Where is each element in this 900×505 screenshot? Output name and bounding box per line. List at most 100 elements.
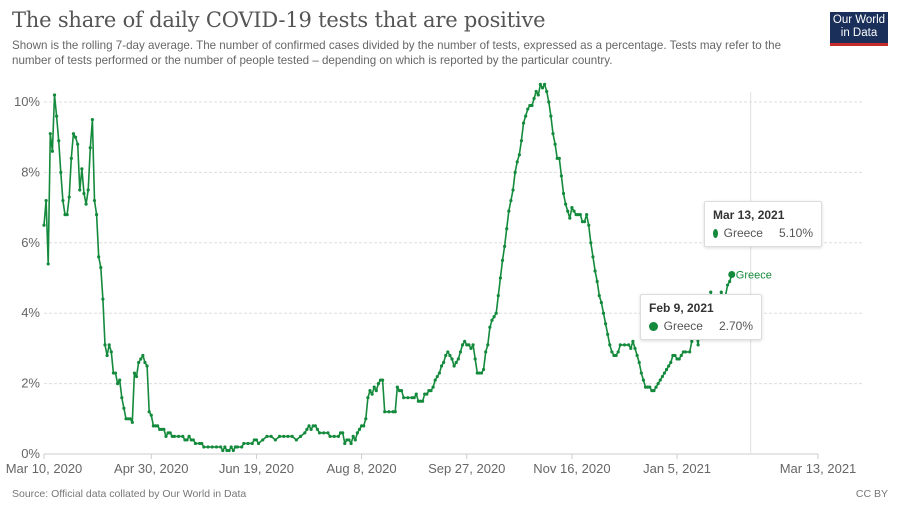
data-point (469, 346, 473, 350)
data-point (155, 424, 160, 428)
data-point (433, 378, 437, 382)
data-point (540, 86, 545, 90)
data-point (202, 445, 206, 449)
data-point (446, 350, 450, 354)
data-point (547, 100, 551, 104)
data-point (44, 198, 48, 203)
data-point (395, 385, 399, 389)
data-point (614, 353, 618, 358)
data-point (328, 434, 332, 438)
data-point (589, 241, 593, 245)
series-dot-icon (649, 321, 658, 331)
data-point (561, 191, 566, 196)
data-point (366, 396, 370, 400)
data-point (317, 431, 322, 435)
data-point (277, 434, 282, 438)
data-point (242, 441, 246, 446)
source-note[interactable]: Source: Official data collated by Our Wo… (12, 488, 247, 500)
data-point (494, 311, 498, 315)
series-dot-icon (713, 228, 718, 238)
data-point (305, 427, 309, 431)
data-point (511, 188, 515, 192)
data-point (444, 353, 448, 358)
y-tick-label: 6% (21, 235, 40, 250)
data-point (631, 339, 635, 343)
data-point (256, 441, 261, 446)
data-point (134, 374, 139, 379)
data-point (719, 290, 723, 294)
data-point (479, 371, 484, 375)
data-point (181, 434, 185, 438)
data-point (383, 410, 387, 414)
data-point (191, 438, 195, 442)
data-point (673, 353, 677, 358)
data-point (608, 343, 612, 347)
y-tick-label: 0% (21, 446, 40, 461)
x-tick-label: Jan 5, 2021 (643, 461, 711, 476)
data-point (351, 434, 355, 438)
data-point (223, 445, 227, 449)
data-point (507, 209, 511, 213)
data-point (143, 360, 147, 365)
data-point (113, 371, 118, 375)
data-point (454, 360, 458, 365)
tooltip-entity: Greece (723, 226, 763, 240)
data-point (185, 438, 189, 442)
data-point (80, 167, 84, 171)
data-point (57, 139, 61, 143)
data-point (78, 188, 82, 192)
data-point (99, 265, 103, 270)
x-tick-label: Aug 8, 2020 (327, 461, 397, 476)
data-point (439, 364, 444, 368)
data-point (667, 364, 671, 368)
data-point (139, 357, 143, 361)
data-point (549, 114, 553, 118)
data-point (364, 417, 368, 421)
data-point (532, 96, 536, 101)
data-point (118, 378, 122, 382)
data-point (633, 346, 637, 350)
license-link[interactable]: CC BY (855, 488, 888, 500)
logo-line-1: Our World (832, 14, 886, 26)
data-point (534, 89, 538, 94)
data-point (332, 434, 336, 438)
data-point (582, 220, 587, 224)
data-point (92, 198, 97, 203)
y-axis: 0% 2% 4% 6% 8% 10% (14, 94, 40, 461)
data-point (172, 434, 177, 438)
data-point (587, 223, 591, 227)
data-point (406, 396, 410, 400)
data-point (341, 431, 345, 435)
data-point (206, 445, 210, 449)
data-point (484, 350, 488, 354)
data-point (420, 399, 425, 403)
data-point (357, 427, 362, 431)
data-point (231, 448, 235, 453)
x-tick-label: Sep 27, 2020 (428, 461, 505, 476)
data-point (67, 195, 71, 199)
data-point (82, 191, 86, 196)
data-point (709, 290, 713, 294)
data-point (240, 445, 244, 449)
data-point (618, 343, 622, 347)
data-point (347, 438, 351, 442)
data-point (286, 434, 290, 438)
data-point (458, 350, 463, 354)
data-point (282, 434, 286, 438)
data-point (227, 448, 231, 453)
data-point (326, 431, 330, 435)
owid-logo[interactable]: Our World in Data (830, 12, 888, 46)
x-tick-label: Apr 30, 2020 (114, 461, 188, 476)
data-point (656, 382, 660, 386)
x-tick-label: Mar 10, 2020 (6, 461, 83, 476)
data-point (193, 441, 198, 446)
data-point (322, 431, 326, 435)
data-point (46, 262, 50, 266)
data-point (370, 392, 374, 396)
data-point (456, 357, 460, 361)
data-point (168, 431, 172, 435)
data-point (120, 396, 124, 400)
data-point (362, 424, 366, 428)
x-tick-label: Mar 13, 2021 (780, 461, 857, 476)
